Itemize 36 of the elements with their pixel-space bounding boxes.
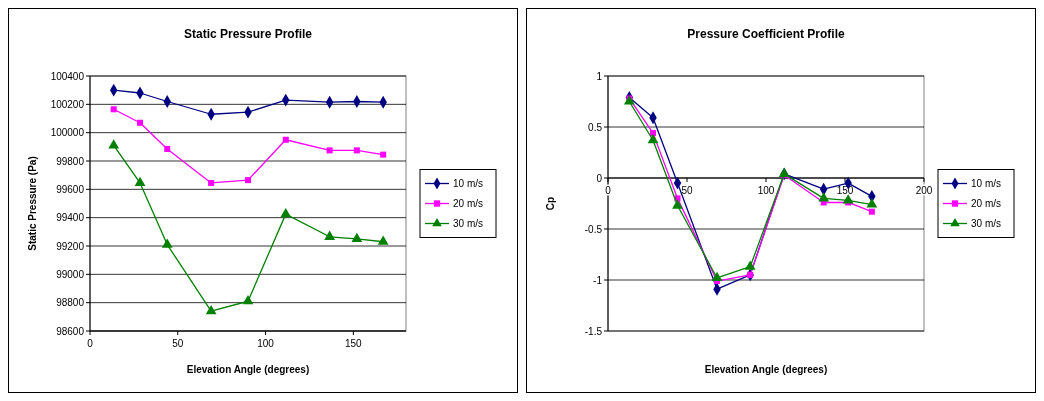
y-tick-label: -1.5 (584, 325, 603, 337)
legend-label: 20 m/s (971, 198, 1002, 209)
x-tick-label: 150 (344, 338, 363, 349)
y-axis-title: Cp (545, 196, 556, 211)
y-tick-label: 98800 (56, 297, 85, 309)
x-tick-label: 150 (836, 185, 854, 196)
x-tick-label: 0 (87, 338, 94, 349)
legend-label: 10 m/s (971, 178, 1002, 189)
y-tick-label: 99800 (56, 155, 85, 167)
y-tick-label: 100200 (50, 98, 85, 110)
x-tick-label: 50 (172, 338, 184, 349)
x-tick-label: 100 (257, 338, 275, 349)
y-tick-label: 0 (596, 172, 603, 184)
y-tick-label: 1 (596, 70, 603, 82)
x-tick-label: 50 (681, 185, 693, 196)
y-tick-label: 100000 (50, 127, 85, 139)
y-tick-label: 99400 (56, 212, 85, 224)
y-tick-label: 100400 (50, 70, 85, 82)
legend-label: 20 m/s (453, 198, 484, 209)
legend-label: 30 m/s (453, 218, 484, 229)
chart-title: Pressure Coefficient Profile (687, 27, 846, 41)
x-axis-title: Elevation Angle (degrees) (704, 364, 828, 375)
x-tick-label: 100 (757, 185, 775, 196)
x-tick-label: 200 (915, 185, 933, 196)
y-axis-title: Static Pressure (Pa) (27, 156, 38, 251)
x-axis-title: Elevation Angle (degrees) (186, 364, 310, 375)
y-tick-label: 99600 (56, 183, 85, 195)
y-tick-label: 99200 (56, 240, 85, 252)
legend-label: 10 m/s (453, 178, 484, 189)
y-tick-label: 98600 (56, 325, 85, 337)
y-tick-label: 0.5 (588, 121, 603, 133)
y-tick-label: -0.5 (584, 223, 603, 235)
y-tick-label: 99000 (56, 268, 85, 280)
chart-title: Static Pressure Profile (183, 27, 313, 41)
y-tick-label: -1 (593, 274, 603, 286)
legend-label: 30 m/s (971, 218, 1002, 229)
